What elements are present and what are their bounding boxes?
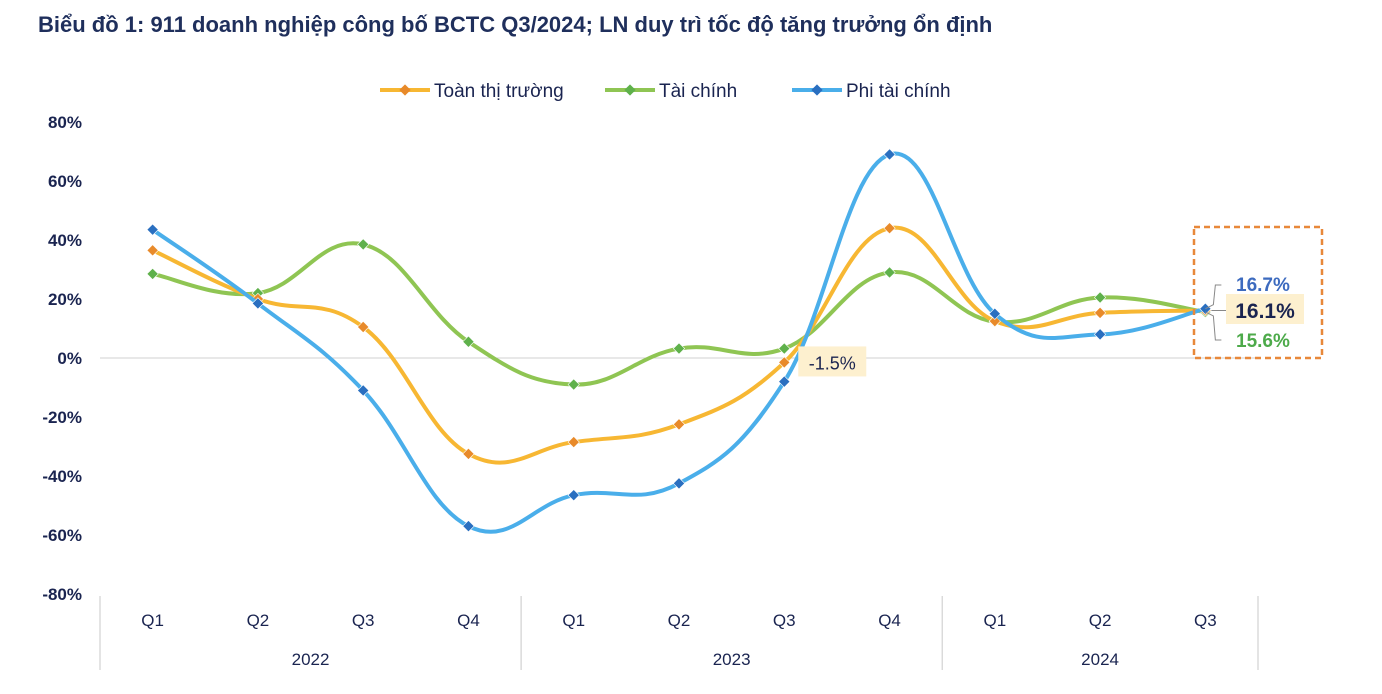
data-point-phi-tai-chinh	[988, 307, 1001, 320]
end-label-tai-chinh: 15.6%	[1236, 331, 1290, 352]
series-line-phi-tai-chinh	[150, 151, 1208, 534]
data-point-phi-tai-chinh	[357, 384, 370, 397]
x-tick-label: Q1	[983, 611, 1006, 630]
data-point-tai-chinh	[1094, 291, 1107, 304]
end-label-phi-tai-chinh: 16.7%	[1236, 275, 1290, 296]
data-point-toan-thi-truong	[883, 222, 896, 235]
legend-label: Phi tài chính	[846, 81, 951, 102]
x-tick-label: Q1	[141, 611, 164, 630]
leader-line	[1205, 311, 1222, 341]
data-point-tai-chinh	[883, 266, 896, 279]
data-point-toan-thi-truong	[357, 320, 370, 334]
y-tick-label: 60%	[48, 172, 82, 191]
leader-line	[1205, 284, 1222, 310]
data-point-phi-tai-chinh	[251, 297, 264, 310]
x-group-label: 2023	[713, 650, 751, 669]
data-point-phi-tai-chinh	[778, 375, 791, 388]
data-point-tai-chinh	[778, 342, 791, 355]
x-tick-label: Q4	[878, 611, 901, 630]
x-tick-label: Q3	[352, 611, 375, 630]
y-tick-label: -20%	[42, 408, 82, 427]
data-point-phi-tai-chinh	[567, 489, 580, 502]
chart-title: Biểu đồ 1: 911 doanh nghiệp công bố BCTC…	[38, 12, 993, 37]
data-point-toan-thi-truong	[672, 418, 686, 431]
end-label-toan-thi-truong: 16.1%	[1235, 300, 1295, 323]
highlight-box	[1192, 225, 1324, 360]
data-point-phi-tai-chinh	[883, 148, 896, 161]
data-point-tai-chinh	[462, 335, 475, 348]
y-tick-label: -40%	[42, 467, 82, 486]
end-label-bg	[1226, 294, 1304, 324]
data-point-toan-thi-truong	[778, 356, 791, 369]
legend-label: Tài chính	[659, 81, 737, 102]
legend-marker	[811, 84, 823, 96]
y-tick-label: 0%	[57, 349, 82, 368]
x-tick-label: Q3	[773, 611, 796, 630]
legend-marker	[399, 84, 411, 96]
legend-label: Toàn thị trường	[434, 81, 564, 102]
data-point-toan-thi-truong	[462, 447, 475, 460]
data-point-phi-tai-chinh	[146, 223, 159, 236]
data-point-tai-chinh	[567, 378, 580, 391]
data-point-toan-thi-truong	[1094, 306, 1107, 319]
data-point-phi-tai-chinh	[462, 520, 475, 533]
data-point-phi-tai-chinh	[1094, 328, 1107, 341]
y-tick-label: 20%	[48, 290, 82, 309]
y-tick-label: 80%	[48, 113, 82, 132]
data-point-tai-chinh	[357, 238, 370, 251]
data-point-toan-thi-truong	[567, 435, 580, 449]
annotation-label: -1.5%	[809, 353, 856, 373]
data-point-tai-chinh	[672, 342, 686, 355]
y-tick-label: 40%	[48, 231, 82, 250]
annotation-bg	[798, 346, 867, 377]
x-group-label: 2022	[292, 650, 330, 669]
data-point-tai-chinh	[146, 267, 159, 281]
data-point-toan-thi-truong	[146, 244, 159, 257]
x-tick-label: Q2	[247, 611, 270, 630]
y-tick-label: -80%	[42, 585, 82, 604]
legend-marker	[624, 84, 636, 96]
series-line-tai-chinh	[150, 241, 1208, 387]
x-tick-label: Q2	[1089, 611, 1112, 630]
data-point-phi-tai-chinh	[672, 477, 686, 490]
x-tick-label: Q2	[668, 611, 691, 630]
y-tick-label: -60%	[42, 526, 82, 545]
x-tick-label: Q1	[562, 611, 585, 630]
x-tick-label: Q4	[457, 611, 480, 630]
x-group-label: 2024	[1081, 650, 1119, 669]
x-tick-label: Q3	[1194, 611, 1217, 630]
